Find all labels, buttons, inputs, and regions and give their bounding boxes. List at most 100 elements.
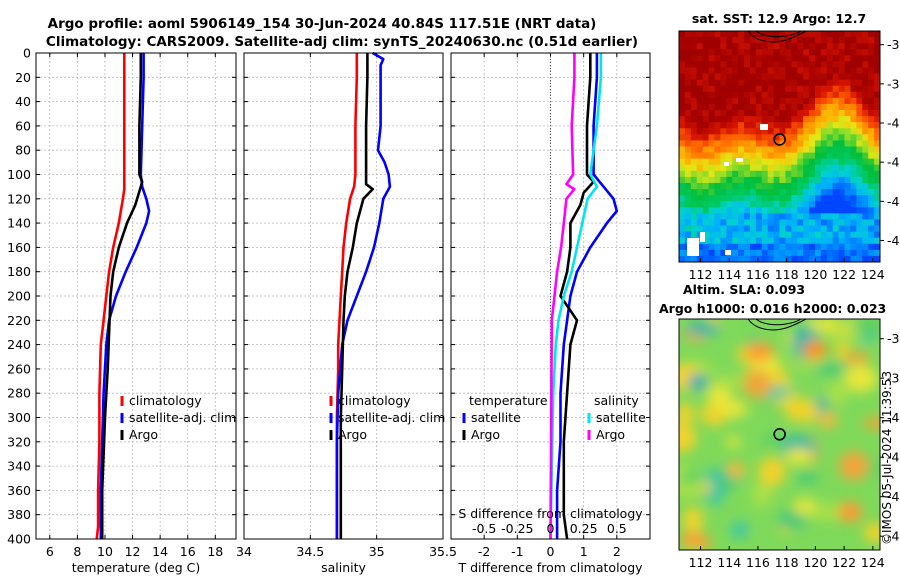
sst-cell xyxy=(791,176,798,184)
sst-cell xyxy=(797,195,804,202)
sst-cell xyxy=(803,255,810,262)
sst-cell xyxy=(874,73,880,81)
y-tick-label: -36 xyxy=(887,331,900,346)
sst-cell xyxy=(702,61,709,68)
sst-cell xyxy=(850,152,857,160)
sst-cell xyxy=(856,55,863,62)
sst-cell xyxy=(755,122,763,129)
sst-cell xyxy=(850,128,857,135)
sst-cell xyxy=(826,182,834,190)
sst-cell xyxy=(820,122,828,129)
sst-cell xyxy=(684,122,692,129)
sst-cell xyxy=(856,85,863,93)
sst-cell xyxy=(702,195,709,202)
sst-cell xyxy=(761,91,769,99)
sst-cell xyxy=(738,134,745,141)
sst-cell xyxy=(856,122,863,129)
sst-cell xyxy=(744,164,751,172)
x-tick-label: 10 xyxy=(97,544,113,559)
sst-cell xyxy=(679,231,686,239)
sst-cell xyxy=(862,67,869,74)
sst-cell xyxy=(809,43,816,50)
sst-cell xyxy=(832,225,840,233)
sst-cell xyxy=(720,231,727,239)
sst-cell xyxy=(785,55,792,62)
sst-cell xyxy=(826,201,834,208)
series-line-satellite-adj-clim xyxy=(99,53,151,539)
sst-cell xyxy=(820,182,828,190)
sst-cell xyxy=(714,67,721,74)
sst-cell xyxy=(690,43,698,50)
sst-cell xyxy=(714,146,721,153)
sst-cell xyxy=(684,85,692,93)
x-tick-label: 35.5 xyxy=(429,544,457,559)
sst-cell xyxy=(868,67,875,74)
sla-blob xyxy=(795,472,820,484)
sst-cell xyxy=(874,231,880,239)
sst-cell xyxy=(832,189,840,196)
sst-cell xyxy=(856,182,863,190)
sst-cell xyxy=(696,164,704,172)
sst-cell xyxy=(844,207,851,214)
sst-cell xyxy=(732,237,739,245)
sst-cell xyxy=(714,73,721,81)
sst-cell xyxy=(708,55,715,62)
sla-blob xyxy=(679,423,697,453)
x-tick-label: -1 xyxy=(511,544,523,559)
sst-cell xyxy=(820,140,828,147)
sst-cell xyxy=(791,219,798,226)
series-line-satellite-adj-clim xyxy=(335,51,392,539)
sst-cell xyxy=(791,85,798,93)
x-tick-label: 118 xyxy=(775,267,799,282)
sst-cell xyxy=(874,140,880,147)
sst-cell xyxy=(726,134,733,141)
sst-cell xyxy=(749,219,757,226)
sst-cell xyxy=(690,195,698,202)
sst-cell xyxy=(761,85,769,93)
sst-cell xyxy=(708,43,715,50)
sst-cell xyxy=(708,103,715,111)
sst-cell xyxy=(749,97,757,105)
sst-cell xyxy=(826,140,834,147)
sst-cell xyxy=(684,79,692,87)
sst-cell xyxy=(761,103,769,111)
sst-cell xyxy=(838,201,845,208)
sst-cell xyxy=(749,85,757,93)
sst-cell xyxy=(679,164,686,172)
sst-cell xyxy=(809,195,816,202)
sst-cell xyxy=(738,85,745,93)
sst-cell xyxy=(749,176,757,184)
sst-cell xyxy=(862,255,869,262)
sst-cell xyxy=(820,31,828,38)
sst-cell xyxy=(791,158,798,166)
sst-cell xyxy=(714,61,721,68)
sst-cell xyxy=(850,79,857,87)
sst-cell xyxy=(679,195,686,202)
sst-cell xyxy=(803,243,810,251)
sst-cell xyxy=(809,164,816,172)
sst-cell xyxy=(773,176,780,184)
sst-cell xyxy=(726,158,733,166)
sst-cell xyxy=(874,225,880,233)
sst-cell xyxy=(744,189,751,196)
sst-cell xyxy=(791,79,798,87)
sst-cell xyxy=(785,237,792,245)
sst-cell xyxy=(714,152,721,160)
axes-frame xyxy=(243,52,444,540)
sst-cell xyxy=(785,97,792,105)
sst-cell xyxy=(791,73,798,81)
sst-cell xyxy=(744,207,751,214)
sst-cell xyxy=(844,79,851,87)
sst-cell xyxy=(773,128,780,135)
sst-cell xyxy=(844,67,851,74)
sst-cell xyxy=(814,182,822,190)
sst-cell xyxy=(684,189,692,196)
sst-cell xyxy=(755,225,763,233)
sst-cell xyxy=(791,55,798,62)
sst-cell xyxy=(785,146,792,153)
sst-cell xyxy=(696,37,704,44)
y-tick-label: -46 xyxy=(887,529,900,544)
sst-cell xyxy=(779,49,786,56)
sst-cell xyxy=(838,67,845,74)
sst-cell xyxy=(844,189,851,196)
